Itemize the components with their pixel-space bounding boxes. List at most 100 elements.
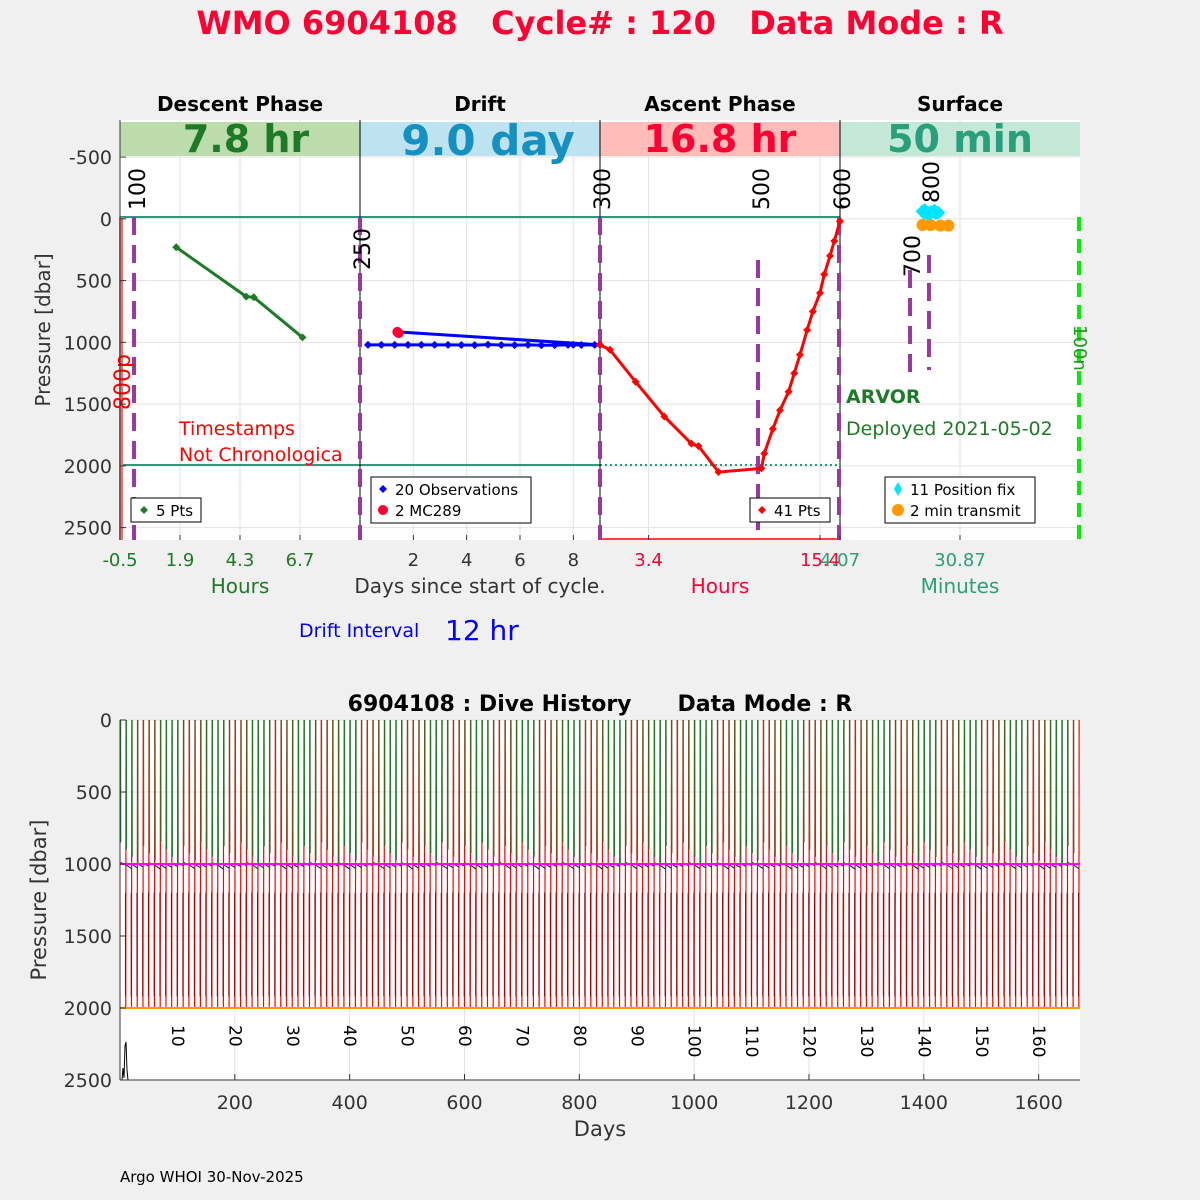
- drift-trace: [602, 864, 609, 869]
- drift-trace: [700, 864, 706, 869]
- phase-duration-drift: 9.0 day: [401, 116, 575, 165]
- cycle-label: 90: [626, 1025, 646, 1047]
- drift-trace: [413, 864, 419, 869]
- initial-descent-trace: [121, 1041, 129, 1081]
- drift-trace: [665, 864, 672, 869]
- history-y-tick-label: 500: [76, 782, 112, 804]
- ascent-legend: 41 Pts: [749, 497, 831, 523]
- drift-observation: [470, 341, 479, 350]
- ascent-point: [694, 442, 703, 451]
- history-x-tick-label: 1200: [785, 1092, 833, 1114]
- descent-legend: 5 Pts: [130, 497, 202, 523]
- ascent-point: [606, 345, 614, 354]
- drift-trace: [441, 864, 448, 870]
- drift-trace: [786, 865, 793, 870]
- ascent-series: [596, 217, 844, 477]
- legend-obs-marker: [379, 485, 387, 493]
- history-x-tick-label: 1400: [900, 1092, 948, 1114]
- drift-trace: [660, 865, 666, 870]
- drift-observation: [550, 341, 559, 350]
- ascent-point: [596, 340, 604, 349]
- cycle-label: 160: [1028, 1025, 1048, 1057]
- drift-trace: [889, 864, 896, 869]
- legend-ascent-label: 41 Pts: [774, 502, 821, 520]
- drift-observation: [377, 340, 386, 349]
- drift-trace: [126, 864, 132, 870]
- drift-observation: [417, 340, 426, 349]
- drift-trace: [447, 864, 454, 869]
- legend-descent-label: 5 Pts: [156, 502, 193, 520]
- drift-trace: [258, 864, 264, 869]
- history-x-tick-label: 200: [217, 1092, 253, 1114]
- surface-series: [915, 203, 955, 232]
- ascent-point: [776, 406, 784, 415]
- drift-trace: [792, 864, 798, 869]
- x-tick-label-ascent: 15.4: [800, 550, 840, 571]
- cycle-labels: 10 20 30 40 50 60 70 80 90 100 110 120 130 140 150 160: [167, 1025, 1048, 1057]
- x-label-ascent: Hours: [691, 574, 750, 598]
- phase-name-descent: Descent Phase: [157, 92, 323, 116]
- cycle-label: 80: [569, 1025, 589, 1047]
- descent-point: [249, 293, 258, 302]
- history-x-label: Days: [574, 1117, 626, 1141]
- x-label-drift: Days since start of cycle.: [354, 574, 605, 598]
- drift-trace: [321, 864, 327, 869]
- drift-trace: [539, 864, 546, 869]
- mc289-point: [393, 328, 404, 339]
- ascent-point: [631, 377, 640, 386]
- drift-trace: [315, 864, 322, 870]
- cycle-label: 70: [511, 1025, 531, 1047]
- y-tick-label: -500: [69, 147, 112, 169]
- side-label-right: 100n: [1069, 325, 1090, 371]
- drift-observation: [510, 341, 519, 350]
- drift-trace: [510, 864, 517, 869]
- drift-trace: [912, 865, 919, 870]
- ascent-point: [760, 449, 769, 458]
- history-x-tick-label: 600: [446, 1092, 482, 1114]
- y-tick-label: 1000: [64, 332, 112, 354]
- ascent-point: [820, 270, 829, 279]
- ascent-band: [600, 122, 840, 156]
- drift-observation: [390, 340, 399, 349]
- footer-credit: Argo WHOI 30-Nov-2025: [120, 1168, 304, 1186]
- marker-300-label: 300: [591, 168, 616, 210]
- ascent-point: [826, 251, 834, 260]
- ascent-point: [790, 369, 799, 378]
- y-tick-label: 2000: [64, 456, 112, 478]
- drift-observation: [564, 340, 572, 349]
- descent-point: [298, 333, 307, 342]
- legend-obs-label: 20 Observations: [395, 481, 518, 499]
- drift-trace: [154, 865, 161, 870]
- ascent-point: [714, 468, 723, 477]
- drift-trace: [384, 864, 391, 869]
- history-y-tick-label: 2000: [64, 998, 112, 1020]
- legend-ascent-marker: [758, 506, 766, 514]
- timestamps-note-line2: Not Chronologica: [179, 444, 343, 466]
- drift-observation: [497, 340, 506, 349]
- ascent-point: [836, 217, 844, 226]
- ascent-point: [687, 439, 696, 448]
- cycle-label: 100: [684, 1025, 704, 1057]
- history-x-tick-label: 1600: [1014, 1092, 1062, 1114]
- drift-trace: [218, 865, 224, 870]
- drift-trace: [981, 864, 988, 869]
- drift-trace: [757, 864, 764, 870]
- ascent-point: [768, 424, 777, 433]
- drift-legend: 20 Observations 2 MC289: [370, 476, 532, 524]
- legend-fix-label: 11 Position fix: [910, 481, 1015, 499]
- dive-history-panel: 6904108 : Dive History Data Mode : R 10 2…: [27, 692, 1080, 1141]
- main-title: WMO 6904108 Cycle# : 120 Data Mode : R: [196, 4, 1003, 42]
- history-x-ticks: 200 400 600 800 1000 1200 1400 1600: [217, 1074, 1063, 1114]
- y-tick-label: 1500: [64, 394, 112, 416]
- x-tick-label-descent: 1.9: [166, 550, 195, 571]
- drift-trace: [533, 865, 540, 870]
- surface-legend: 11 Position fix 2 min transmit: [884, 476, 1036, 524]
- legend-fix-marker: [894, 482, 902, 496]
- drift-trace: [476, 864, 482, 869]
- marker-250-label: 250: [351, 228, 376, 270]
- drift-trace: [407, 865, 414, 870]
- x-label-descent: Hours: [211, 574, 270, 598]
- ascent-point: [830, 237, 839, 246]
- drift-observation: [364, 340, 372, 349]
